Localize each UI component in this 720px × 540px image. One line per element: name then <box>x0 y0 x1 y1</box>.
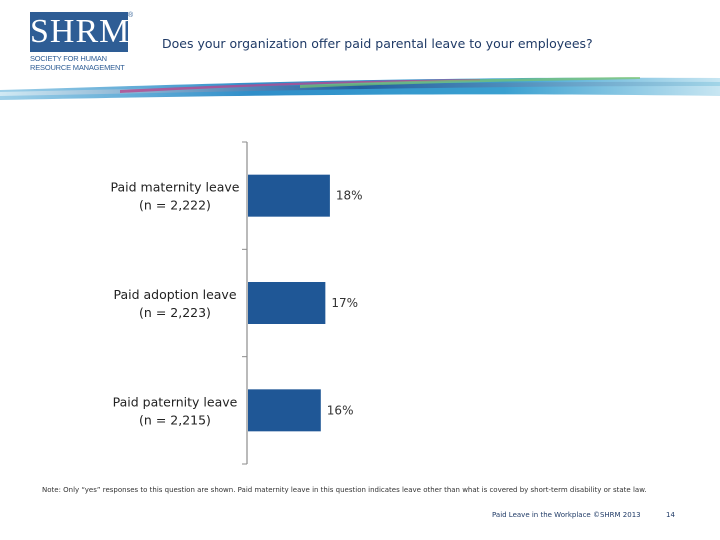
category-label-line: (n = 2,215) <box>139 412 211 427</box>
registered-mark: ® <box>128 12 134 19</box>
category-label-line: Paid paternity leave <box>113 394 238 409</box>
data-label: 18% <box>336 189 363 203</box>
bar <box>248 174 330 217</box>
logo-subtitle: SOCIETY FOR HUMAN RESOURCE MANAGEMENT <box>30 54 134 72</box>
page-number: 14 <box>666 511 675 519</box>
bar <box>248 282 326 324</box>
logo-word: SHRM <box>30 13 131 50</box>
axis <box>242 141 248 465</box>
category-label-line: (n = 2,222) <box>139 198 211 213</box>
data-label: 16% <box>327 403 354 417</box>
footer-source: Paid Leave in the Workplace ©SHRM 2013 <box>492 511 641 519</box>
bar <box>248 389 321 432</box>
category-label: Paid adoption leave (n = 2,223) <box>113 287 236 320</box>
bar-chart: 18% Paid maternity leave (n = 2,222) 17% Pai… <box>111 141 363 465</box>
category-label-line: Paid adoption leave <box>113 287 236 302</box>
logo-box: SHRM <box>30 12 131 52</box>
category-label-line: Paid maternity leave <box>111 180 240 195</box>
data-label: 17% <box>331 296 358 310</box>
category-label-line: (n = 2,223) <box>139 305 211 320</box>
page-title: Does your organization offer paid parent… <box>162 36 593 51</box>
logo-subtitle-line2: RESOURCE MANAGEMENT <box>30 63 125 72</box>
header-swoosh <box>0 77 720 100</box>
footnote: Note: Only “yes” responses to this quest… <box>42 486 647 494</box>
logo-subtitle-line1: SOCIETY FOR HUMAN <box>30 54 107 63</box>
swoosh-band-highlight <box>300 77 640 88</box>
category-label: Paid maternity leave (n = 2,222) <box>111 180 240 213</box>
category-label: Paid paternity leave (n = 2,215) <box>113 394 238 427</box>
shrm-logo: SHRM ® SOCIETY FOR HUMAN RESOURCE MANAGE… <box>30 12 134 74</box>
bars <box>248 174 330 432</box>
labels: 18% Paid maternity leave (n = 2,222) 17% Pai… <box>111 180 363 428</box>
swoosh-band-thin <box>0 81 720 96</box>
